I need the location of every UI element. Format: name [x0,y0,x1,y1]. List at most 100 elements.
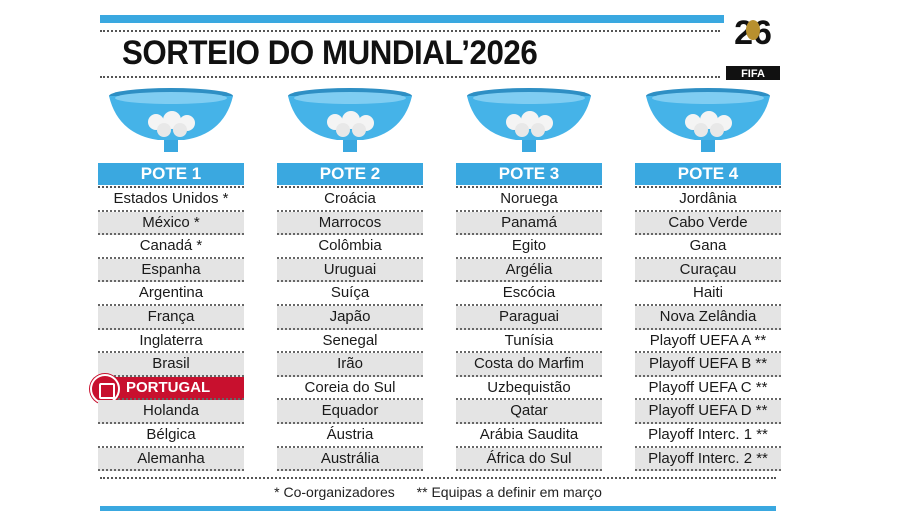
team-row: Playoff Interc. 1 ** [635,424,781,448]
team-name: Japão [329,307,371,325]
team-row: Escócia [456,282,602,306]
team-name: Holanda [143,402,199,420]
logo-fifa-text: FIFA [741,68,765,80]
team-row: Coreia do Sul [277,377,423,401]
team-name: Qatar [510,402,548,420]
draw-bowl-icon [109,88,233,152]
team-row: Panamá [456,211,602,236]
team-name: Estados Unidos * [113,190,229,207]
pot-2: POTE 2 Croácia Marrocos Colômbia Uruguai Suíç… [277,86,423,472]
team-name: Equador [321,402,379,420]
team-name: Playoff UEFA A ** [649,331,767,349]
team-row: Uruguai [277,258,423,283]
team-name: África do Sul [486,449,572,467]
team-name: Playoff Interc. 1 ** [648,425,768,443]
team-row: Senegal [277,330,423,354]
pot-header: POTE 4 [635,163,781,188]
team-name: Playoff UEFA B ** [648,355,768,373]
draw-bowl-icon [646,88,770,152]
team-row: Austrália [277,447,423,472]
pot-3: POTE 3 Noruega Panamá Egito Argélia Escócia Pa… [456,86,602,472]
team-name: Panamá [501,213,557,231]
team-row: Colômbia [277,235,423,259]
trophy-icon [746,20,760,40]
team-row: Estados Unidos * [98,188,244,212]
team-row: Marrocos [277,211,423,236]
team-row: Nova Zelândia [635,305,781,330]
footer-divider [100,477,776,479]
team-name: PORTUGAL [126,378,211,396]
team-row: Playoff UEFA B ** [635,353,781,377]
top-accent-bar [100,15,776,23]
footnote-tbd: ** Equipas a definir em março [416,484,602,500]
team-name: Paraguai [498,307,560,325]
team-row: Curaçau [635,258,781,283]
team-name: México * [142,213,200,231]
team-name: Brasil [152,355,190,373]
portugal-crest-icon [90,373,120,404]
team-row: Playoff UEFA A ** [635,330,781,354]
team-name: Tunísia [504,331,554,349]
team-name: França [147,307,195,325]
team-row: Alemanha [98,447,244,472]
team-row: Bélgica [98,424,244,448]
team-name: Áustria [326,425,374,443]
team-row: Paraguai [456,305,602,330]
team-name: Bélgica [146,425,196,443]
draw-bowl-icon [467,88,591,152]
team-row: Jordânia [635,188,781,212]
team-row: Egito [456,235,602,259]
team-name: Suíça [330,284,370,302]
team-name: Costa do Marfim [473,355,585,373]
team-name: Gana [689,237,727,255]
team-row: Suíça [277,282,423,306]
team-row: Uzbequistão [456,377,602,401]
team-row: Irão [277,353,423,377]
team-row: Playoff UEFA C ** [635,377,781,401]
team-name: Playoff UEFA D ** [648,402,768,420]
team-row: Tunísia [456,330,602,354]
team-row: Holanda [98,400,244,424]
team-name: Jordânia [679,190,737,207]
team-row: África do Sul [456,447,602,472]
team-row: Haiti [635,282,781,306]
team-name: Austrália [320,449,380,467]
team-row: Inglaterra [98,330,244,354]
team-name: Alemanha [137,449,205,467]
team-name: Irão [337,355,363,373]
team-row: Playoff Interc. 2 ** [635,447,781,472]
footnotes: * Co-organizadores ** Equipas a definir … [100,484,776,500]
team-row: Cabo Verde [635,211,781,236]
world-cup-logo: 26 FIFA [724,8,782,80]
team-name: Argélia [505,260,553,278]
title-bottom-divider [100,76,720,78]
team-row: Costa do Marfim [456,353,602,377]
team-name: Nova Zelândia [659,307,757,325]
team-name: Inglaterra [139,331,203,349]
bottom-accent-bar [100,506,776,511]
pot-4: POTE 4 Jordânia Cabo Verde Gana Curaçau Haiti… [635,86,781,472]
page-title: SORTEIO DO MUNDIAL’2026 [122,34,538,72]
team-row: México * [98,211,244,236]
team-row: Gana [635,235,781,259]
team-name: Escócia [502,284,556,302]
team-name: Senegal [322,331,378,349]
team-row: Qatar [456,400,602,424]
team-row: França [98,305,244,330]
team-name: Arábia Saudita [479,425,579,443]
team-name: Uruguai [323,260,377,278]
team-name: Playoff UEFA C ** [648,378,768,396]
team-row: Arábia Saudita [456,424,602,448]
team-name: Noruega [500,190,558,207]
team-name: Espanha [141,260,201,278]
team-name: Colômbia [318,237,382,255]
team-row: Canadá * [98,235,244,259]
footnote-hosts: * Co-organizadores [274,484,395,500]
team-name: Canadá * [139,237,203,255]
team-row: Croácia [277,188,423,212]
team-name: Coreia do Sul [304,378,396,396]
team-name: Playoff Interc. 2 ** [648,449,768,467]
team-name: Haiti [692,284,723,302]
pot-header: POTE 3 [456,163,602,188]
draw-bowl-icon [288,88,412,152]
